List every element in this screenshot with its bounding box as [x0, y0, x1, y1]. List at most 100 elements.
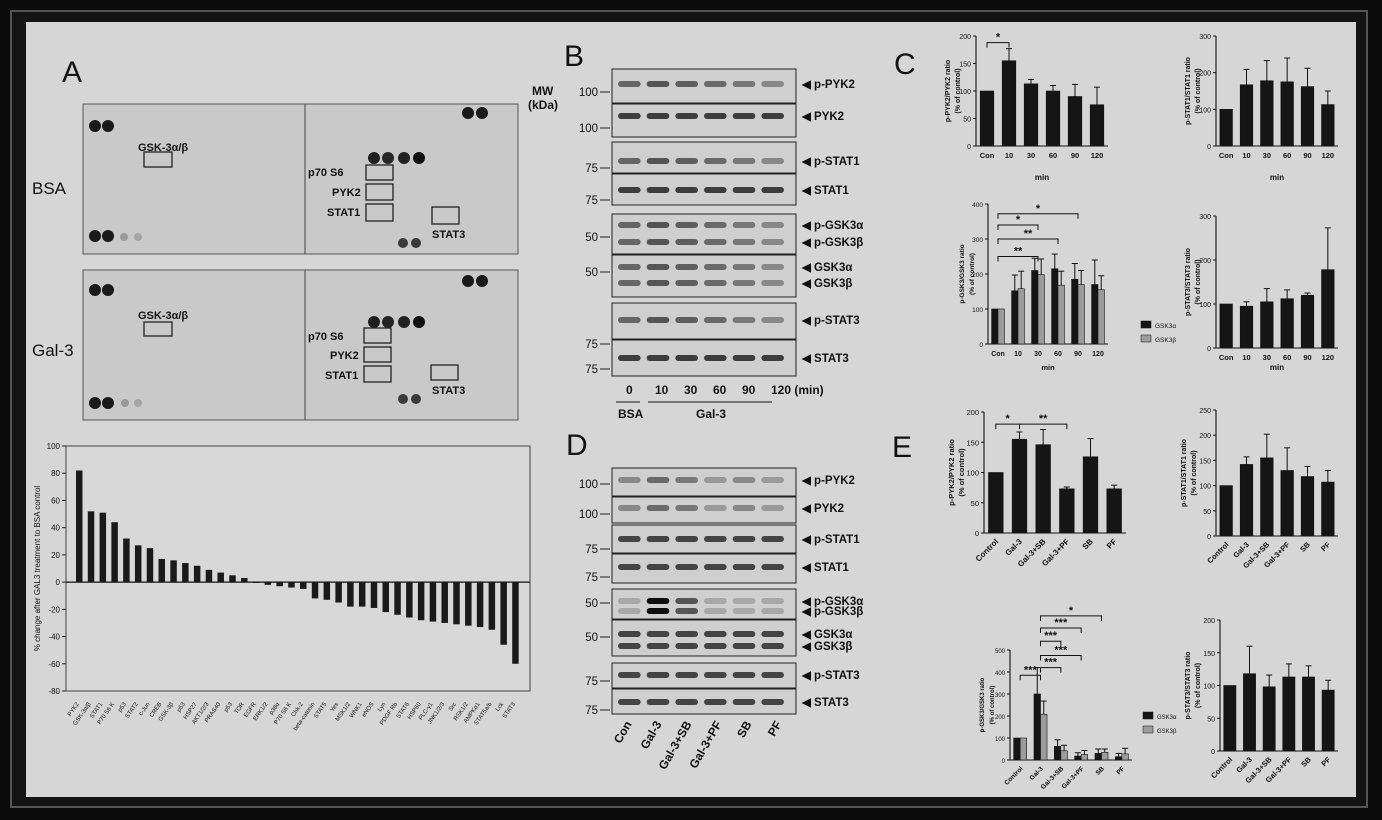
x-tick-label: Yes	[330, 702, 341, 713]
x-tick-label: Control	[1003, 765, 1024, 786]
bar	[1054, 746, 1062, 761]
mw-marker: 100	[579, 509, 598, 521]
x-tick-label: 90	[1303, 151, 1311, 160]
x-tick-label: 90	[1074, 351, 1082, 358]
blot-band	[732, 280, 756, 286]
blot-band	[732, 355, 756, 361]
x-tick-label: Con	[991, 351, 1005, 358]
blot-band	[675, 608, 698, 614]
x-axis-title: min	[1270, 173, 1284, 182]
blot-panel-d: ◀ p-PYK2◀ PYK2◀ p-STAT1◀ STAT1◀ p-GSK3α◀…	[579, 467, 863, 772]
blot-band	[704, 699, 727, 705]
blot-panel-b: ◀ p-PYK2 ◀ PYK2 ◀ p-STAT1 ◀ STAT1 ◀ p-GSK3α ◀…	[579, 68, 863, 421]
y-axis-title: % change after GAL3 treatment to BSA con…	[33, 486, 42, 652]
blot-band	[732, 158, 756, 164]
lane-label: Gal-3	[637, 718, 664, 751]
blot-band	[675, 280, 698, 286]
bar	[1082, 456, 1099, 534]
blot-band	[761, 355, 784, 361]
blot-band	[618, 536, 641, 542]
panel-label-a: A	[62, 56, 82, 89]
label-stat3: STAT3	[432, 385, 465, 397]
blot-strip	[611, 103, 797, 138]
blot-spot	[462, 275, 474, 287]
y-tick-label: 150	[959, 62, 971, 69]
bar	[1321, 269, 1335, 349]
bar	[394, 582, 401, 615]
blot-band	[646, 564, 670, 570]
bar	[1067, 96, 1083, 147]
blot-band	[732, 564, 756, 570]
figure-svg: A B C D E GSK-3α/β p70 S6 PYK2 STAT1 STA…	[32, 32, 1338, 791]
blot-spot	[89, 230, 101, 242]
blot-spot	[121, 399, 129, 407]
blot-spot	[411, 238, 421, 248]
significance-bracket	[986, 42, 1010, 48]
y-tick-label: 0	[1207, 144, 1211, 151]
blot-strip	[611, 619, 797, 657]
mw-marker: 75	[585, 705, 598, 717]
bar	[311, 582, 319, 599]
x-tick-label: STAT5	[313, 701, 328, 720]
bar	[1077, 284, 1085, 345]
mw-marker: 75	[585, 163, 598, 175]
x-tick-label: 30	[1263, 353, 1271, 362]
significance-bracket	[1040, 615, 1102, 621]
blot-band	[646, 699, 670, 705]
bar	[358, 582, 366, 607]
bar	[1260, 457, 1274, 537]
blot-spot	[398, 152, 410, 164]
bar	[252, 582, 260, 583]
blot-band	[675, 113, 698, 119]
significance-bracket	[1040, 640, 1062, 647]
blot-spot	[476, 107, 488, 119]
y-tick-label: 100	[959, 89, 971, 96]
blot-band	[704, 355, 727, 361]
blot-band	[761, 239, 784, 245]
x-tick-label: 10	[1242, 353, 1250, 362]
legend-swatch	[1140, 320, 1152, 329]
x-tick-label: Gal-3	[1003, 537, 1024, 558]
legend-label: GSK3β	[1157, 729, 1177, 735]
bar	[1223, 685, 1237, 752]
y-tick-label: 0	[975, 529, 979, 538]
blot-band	[761, 81, 784, 87]
y-tick-label: 150	[966, 438, 979, 447]
panel-label-c: C	[894, 48, 916, 81]
y-tick-label: 200	[972, 272, 983, 279]
blot-band	[761, 564, 784, 570]
bar	[997, 308, 1005, 345]
bar	[134, 545, 142, 583]
x-tick-label: p53	[117, 701, 128, 713]
target-box	[365, 183, 394, 201]
bar	[1074, 755, 1082, 761]
y-tick-label: 80	[51, 469, 60, 478]
blot-band	[675, 187, 698, 193]
x-tick-label: p53	[223, 701, 234, 713]
y-tick-label: 100	[966, 469, 979, 478]
x-tick-label: 30	[1263, 151, 1271, 160]
blot-band	[704, 187, 727, 193]
blot-band	[704, 631, 727, 637]
blot-band	[646, 355, 670, 361]
legend-swatch	[1142, 711, 1154, 720]
blot-band	[646, 672, 670, 678]
bar	[323, 582, 331, 600]
bar	[429, 582, 437, 622]
mw-label: MW	[532, 84, 554, 98]
y-axis-title: p-GSK3/GSK3 ratio	[980, 677, 986, 732]
bar	[241, 578, 248, 583]
blot-band	[646, 598, 670, 604]
bar	[1300, 86, 1315, 147]
blot-band	[704, 672, 727, 678]
y-tick-label: 20	[51, 551, 60, 560]
band-label: ◀ p-PYK2	[801, 79, 855, 91]
blot-spot	[382, 152, 394, 164]
x-tick-label: Control	[974, 537, 1000, 563]
band-label: ◀ GSK3α	[801, 262, 852, 274]
x-tick-label: eNOS	[361, 702, 375, 719]
significance-marker: **	[1014, 246, 1023, 258]
blot-band	[761, 187, 784, 193]
band-label: ◀ GSK3β	[801, 278, 852, 290]
band-label: ◀ PYK2	[801, 503, 844, 515]
